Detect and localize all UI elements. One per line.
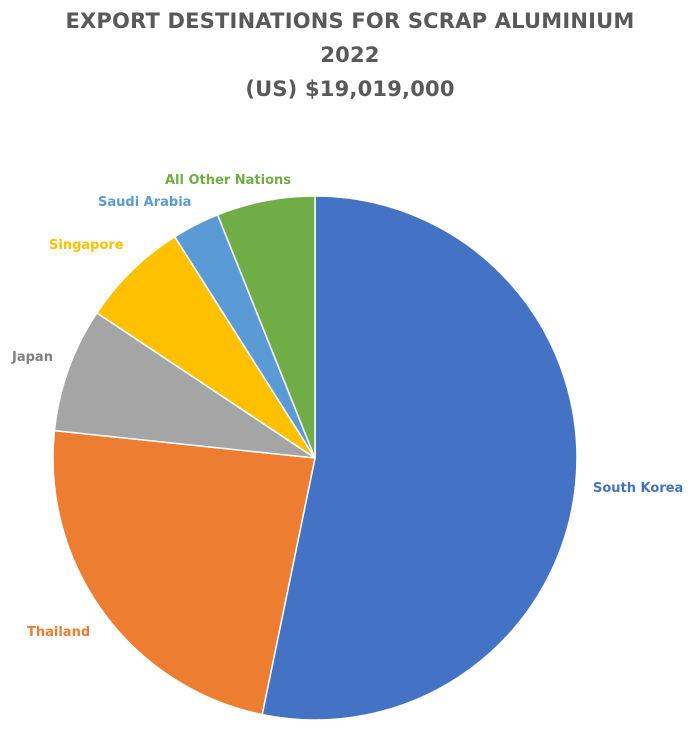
pie-slice-singapore bbox=[95, 235, 316, 459]
slice-label-south-korea: South Korea bbox=[593, 481, 683, 496]
slice-label-saudi-arabia: Saudi Arabia bbox=[98, 195, 191, 210]
chart-title-block: EXPORT DESTINATIONS FOR SCRAP ALUMINIUM … bbox=[0, 4, 700, 106]
pie-slice-south-korea bbox=[261, 195, 578, 721]
slice-label-singapore: Singapore bbox=[49, 238, 124, 253]
chart-subtitle-year: 2022 bbox=[320, 43, 380, 67]
chart-title: EXPORT DESTINATIONS FOR SCRAP ALUMINIUM bbox=[65, 9, 635, 33]
slice-label-all-other-nations: All Other Nations bbox=[165, 173, 291, 188]
slice-label-japan: Japan bbox=[11, 350, 53, 365]
pie-slice-thailand bbox=[52, 429, 316, 716]
slice-label-thailand: Thailand bbox=[27, 625, 90, 640]
pie-slice-all-other-nations bbox=[216, 195, 316, 459]
chart-subtitle-total: (US) $19,019,000 bbox=[245, 77, 455, 101]
pie-slice-japan bbox=[53, 311, 316, 459]
